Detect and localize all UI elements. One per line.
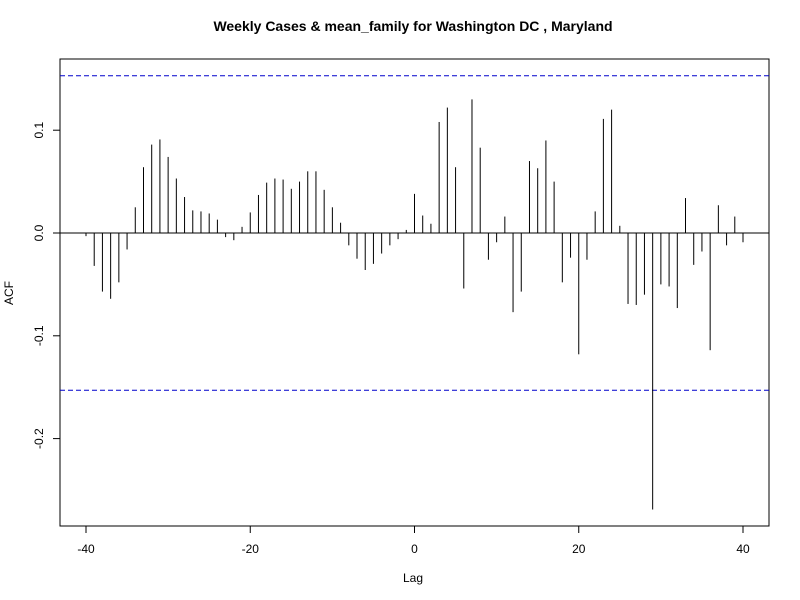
y-axis-label: ACF: [2, 281, 16, 305]
y-tick-label: -0.1: [32, 325, 46, 346]
y-tick-label: -0.2: [32, 428, 46, 449]
y-tick-label: 0.0: [32, 224, 46, 241]
x-tick-label: 40: [736, 542, 750, 556]
x-tick-label: 20: [572, 542, 586, 556]
y-tick-label: 0.1: [32, 122, 46, 139]
y-axis: -0.2 -0.1 0.0 0.1: [32, 122, 60, 449]
x-tick-label: -20: [242, 542, 260, 556]
x-tick-label: -40: [77, 542, 95, 556]
x-axis: -40 -20 0 20 40: [77, 525, 750, 556]
chart-title: Weekly Cases & mean_family for Washingto…: [213, 18, 612, 34]
x-axis-label: Lag: [403, 571, 423, 585]
x-tick-label: 0: [411, 542, 418, 556]
ccf-stems: [85, 99, 744, 510]
confidence-bands: [60, 75, 769, 391]
plot-frame: [59, 58, 770, 527]
